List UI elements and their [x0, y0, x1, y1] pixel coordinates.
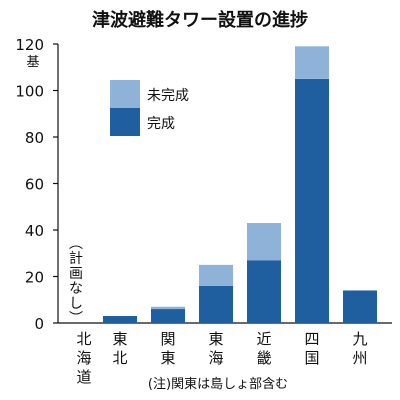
- x-category-label: 東海: [208, 330, 223, 367]
- hokkaido-note-text: ︵計画なし︶: [69, 236, 83, 327]
- legend-label-complete: 完成: [147, 116, 175, 132]
- bar-complete-2: [151, 309, 185, 323]
- y-tick-label: 80: [25, 129, 44, 147]
- y-tick-label: 20: [25, 269, 44, 287]
- legend-swatch-complete: [110, 108, 140, 136]
- x-category-label: 東北: [112, 330, 127, 367]
- y-axis: 0 20 40 60 80 100 120: [15, 36, 59, 333]
- bars-group: [103, 46, 377, 323]
- legend: 未完成 完成: [110, 80, 189, 136]
- bar-complete-6: [343, 290, 377, 323]
- y-tick-label: 40: [25, 222, 44, 240]
- x-category-label: 近畿: [256, 330, 271, 367]
- bar-incomplete-3: [199, 264, 233, 286]
- x-category-label: 九州: [352, 330, 367, 367]
- y-tick-label: 60: [25, 176, 44, 194]
- hokkaido-note: ︵計画なし︶: [69, 236, 83, 327]
- bar-incomplete-2: [151, 306, 185, 310]
- y-tick-label: 0: [34, 315, 44, 333]
- y-tick-label: 100: [15, 83, 44, 101]
- x-category-label: 四国: [304, 330, 319, 367]
- legend-label-incomplete: 未完成: [147, 88, 189, 104]
- bar-complete-4: [247, 260, 281, 323]
- bar-complete-5: [295, 78, 329, 323]
- footnote: (注)関東は島しょ部含む: [148, 376, 288, 392]
- y-axis-unit-label: 基: [26, 55, 39, 70]
- y-tick-label: 120: [15, 36, 44, 54]
- legend-swatch-incomplete: [110, 80, 140, 108]
- bar-incomplete-4: [247, 223, 281, 261]
- bar-incomplete-5: [295, 46, 329, 79]
- x-category-label: 北海道: [76, 330, 91, 386]
- bar-complete-1: [103, 316, 137, 323]
- bar-complete-3: [199, 285, 233, 323]
- x-category-label: 関東: [160, 330, 175, 367]
- chart-title: 津波避難タワー設置の進捗: [92, 9, 308, 31]
